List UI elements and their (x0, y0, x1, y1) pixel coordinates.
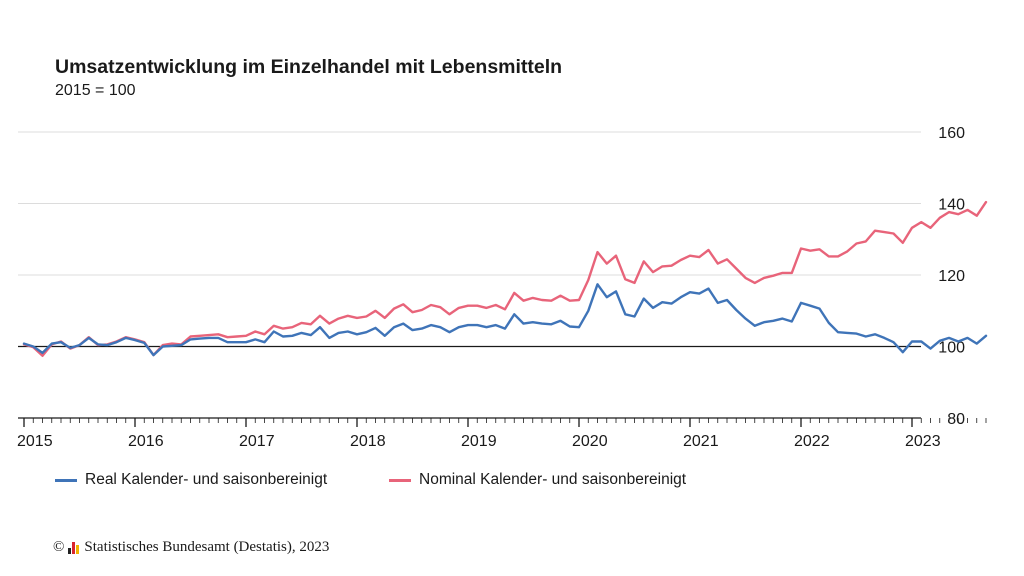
x-tick-label: 2023 (905, 433, 941, 450)
destatis-logo-icon (68, 541, 80, 554)
y-tick-label: 80 (947, 411, 965, 428)
y-axis-tick-labels: 80 100 120 140 160 (938, 125, 965, 428)
legend-swatch-real (55, 478, 77, 482)
x-tick-label: 2015 (17, 433, 53, 450)
y-tick-label: 120 (938, 268, 965, 285)
x-tick-label: 2019 (461, 433, 497, 450)
x-tick-label: 2016 (128, 433, 164, 450)
x-axis: 2015 2016 2017 2018 2019 2020 2021 2022 2023 (17, 417, 987, 450)
x-tick-label: 2022 (794, 433, 830, 450)
legend-swatch-nominal (389, 478, 411, 482)
x-tick-label: 2021 (683, 433, 719, 450)
series-line-nominal (22, 200, 988, 357)
copyright-symbol: © (53, 539, 65, 555)
legend-label-nominal: Nominal Kalender- und saisonbereinigt (419, 471, 687, 488)
series-line-real (22, 283, 988, 357)
x-tick-label: 2017 (239, 433, 275, 450)
y-tick-label: 140 (938, 197, 965, 214)
series-lines (22, 200, 988, 357)
legend-item-nominal: Nominal Kalender- und saisonbereinigt (389, 471, 686, 489)
gridlines (18, 131, 921, 348)
footer-text: Statistisches Bundesamt (Destatis), 2023 (84, 539, 330, 555)
y-tick-label: 100 (938, 340, 965, 357)
x-tick-label: 2018 (350, 433, 386, 450)
legend-label-real: Real Kalender- und saisonbereinigt (85, 471, 328, 488)
chart-title: Umsatzentwicklung im Einzelhandel mit Le… (55, 56, 563, 78)
x-tick-label: 2020 (572, 433, 608, 450)
legend-item-real: Real Kalender- und saisonbereinigt (55, 471, 327, 489)
source-footer: © Statistisches Bundesamt (Destatis), 20… (53, 539, 329, 556)
y-tick-label: 160 (938, 125, 965, 142)
chart-subtitle: 2015 = 100 (55, 82, 136, 99)
